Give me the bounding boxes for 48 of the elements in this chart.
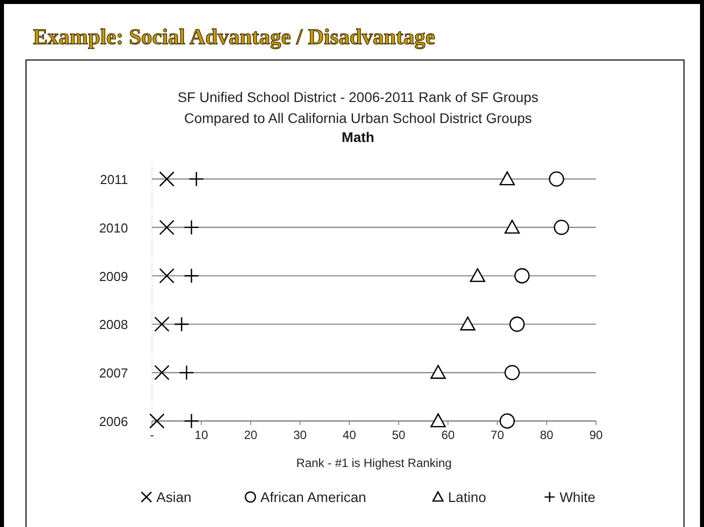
point [509, 316, 525, 332]
point [514, 268, 530, 284]
point [470, 268, 486, 282]
point [184, 413, 200, 429]
chart-subtitle: SF Unified School District - 2006-2011 Rank of SF Groups Compared to All California Urban School District Groups [178, 89, 538, 126]
y-tick-label: 2007 [99, 366, 128, 381]
point [149, 413, 165, 429]
legend-label: Latino [448, 489, 486, 505]
legend-label: Asian [156, 489, 192, 505]
point [174, 316, 190, 332]
x-tick-label: 70 [490, 428, 504, 442]
x-tick-label: 80 [540, 428, 554, 442]
x-tick-label: 60 [441, 428, 455, 442]
y-tick-label: 2010 [99, 220, 128, 236]
point [430, 413, 446, 428]
chart-title: Example: Social Advantage / Disadvantage [33, 24, 436, 49]
point [554, 220, 570, 236]
text: Math [342, 129, 374, 145]
x-tick-label: - [150, 428, 154, 442]
point [504, 364, 520, 380]
point [188, 171, 204, 187]
point [500, 413, 515, 429]
point [178, 364, 194, 380]
point [548, 171, 564, 187]
y-tick-label: 2009 [99, 268, 128, 284]
point [460, 316, 476, 330]
y-tick-label: 2006 [99, 414, 128, 429]
x-tick-label: 10 [194, 428, 208, 442]
point [504, 220, 520, 234]
point [184, 268, 200, 284]
legend-label: African American [260, 489, 366, 505]
point [184, 220, 200, 236]
y-tick-label: 2008 [99, 317, 128, 332]
x-tick-label: 20 [244, 428, 258, 442]
x-tick-label: 90 [589, 428, 603, 442]
point [154, 316, 170, 332]
x-tick-label: 40 [342, 428, 356, 442]
point [154, 364, 170, 380]
x-tick-label: 30 [293, 428, 307, 442]
x-tick-label: 50 [392, 428, 406, 442]
point [159, 171, 174, 187]
point [159, 268, 174, 284]
x-axis-title: Rank - #1 is Highest Ranking [296, 456, 452, 470]
point [430, 364, 446, 379]
legend-label: White [560, 489, 596, 505]
point [500, 171, 515, 186]
y-tick-label: 2011 [100, 172, 128, 187]
point [159, 220, 174, 236]
